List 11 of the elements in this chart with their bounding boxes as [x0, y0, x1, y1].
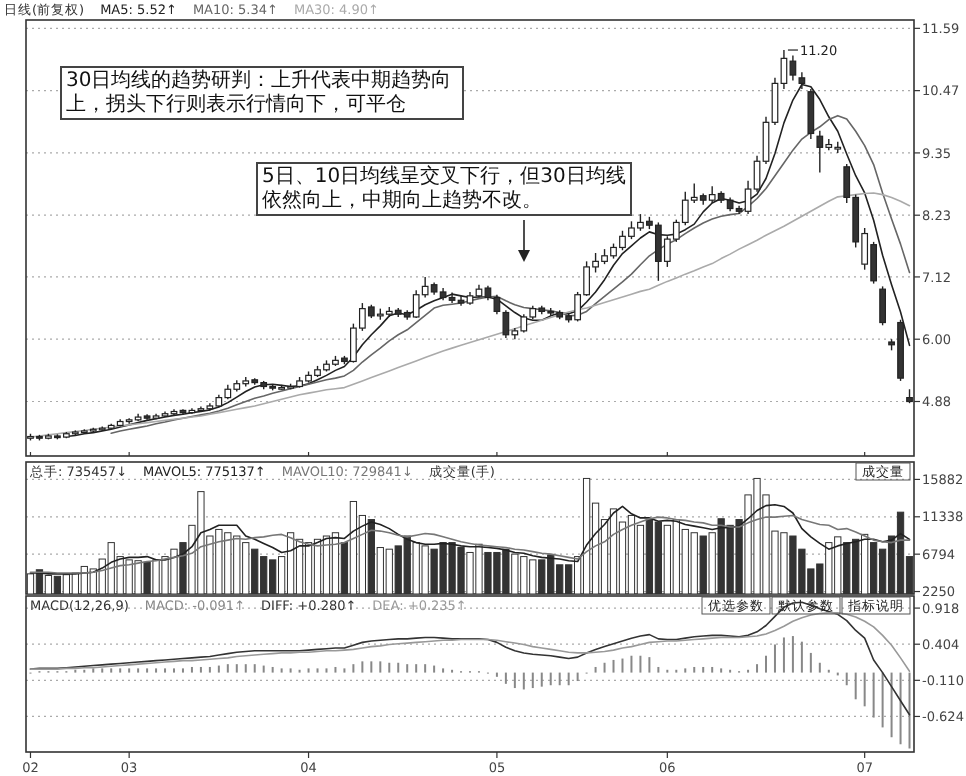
- line-series: [29, 514, 911, 574]
- candlestick: [816, 129, 824, 174]
- candlestick: [789, 54, 797, 82]
- candlestick: [502, 309, 510, 339]
- annotation: 30日均线的趋势研判：上升代表中期趋势向上，拐头下行则表示行情向下，可平仓: [60, 66, 464, 120]
- annotation: 5日、10日均线呈交叉下行，但30日均线依然向上，中期向上趋势不改。: [256, 162, 632, 216]
- line-series: [29, 612, 911, 672]
- line-series: [29, 503, 911, 575]
- candlestick: [807, 88, 815, 140]
- candlestick: [879, 285, 886, 327]
- candlestick: [493, 294, 501, 315]
